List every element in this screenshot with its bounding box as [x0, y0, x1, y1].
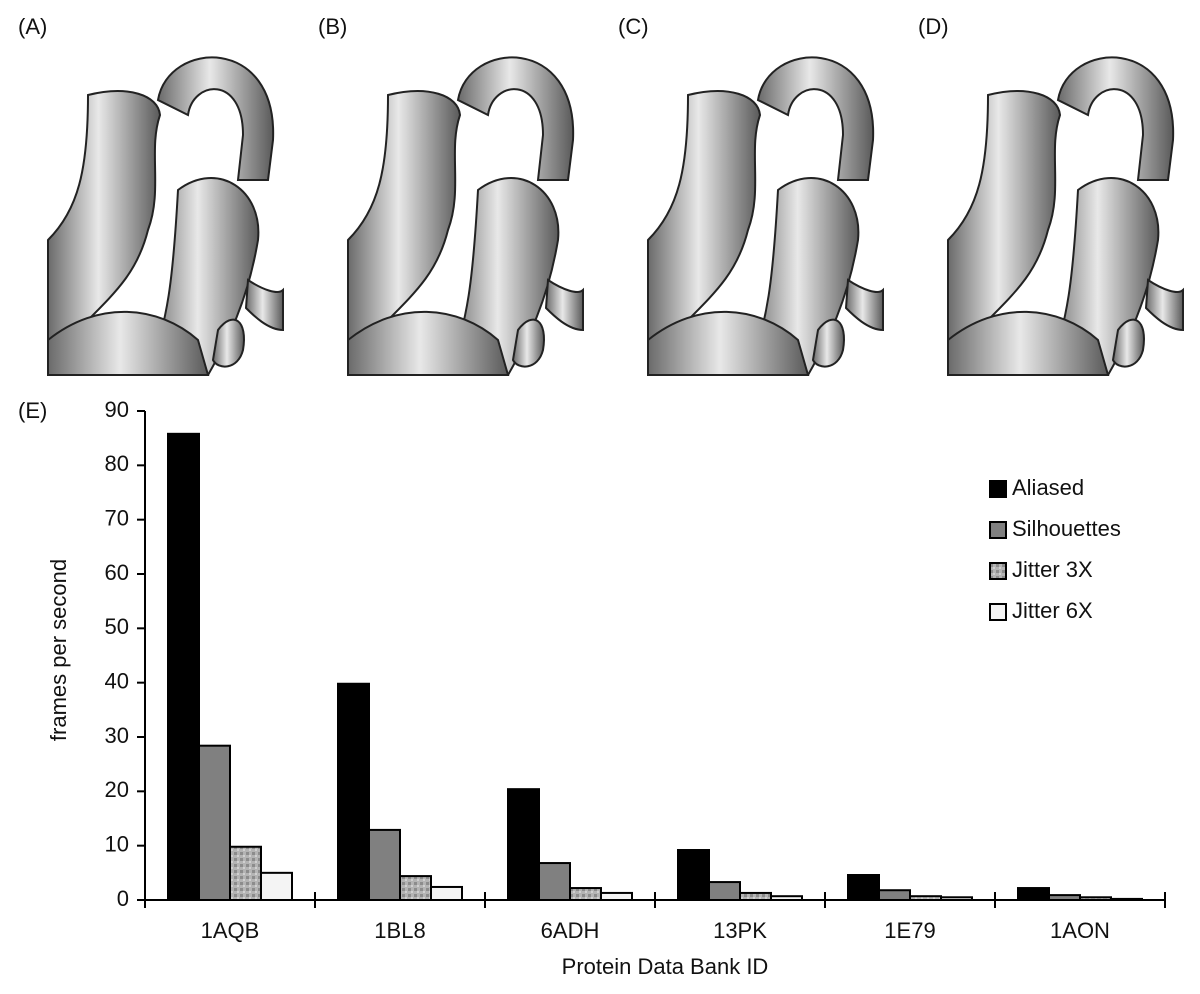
bar [507, 788, 540, 901]
bar [229, 845, 262, 902]
bar [198, 744, 231, 902]
legend-label: Silhouettes [1012, 516, 1121, 541]
y-tick-label: 10 [105, 831, 129, 856]
bar [909, 895, 942, 901]
y-tick-label: 60 [105, 560, 129, 585]
y-tick-label: 50 [105, 614, 129, 639]
bar [847, 874, 880, 901]
legend-swatch [989, 480, 1007, 498]
molecule-image [47, 56, 284, 377]
bar [399, 875, 432, 901]
legend-swatch [989, 562, 1007, 580]
x-tick-label: 13PK [713, 918, 767, 943]
bar [677, 849, 710, 901]
legend-label: Jitter 6X [1012, 598, 1093, 623]
y-tick-label: 70 [105, 505, 129, 530]
molecule-image [647, 56, 884, 377]
bar [739, 891, 772, 901]
bar [878, 889, 911, 901]
y-tick-label: 40 [105, 668, 129, 693]
x-tick-label: 1BL8 [374, 918, 425, 943]
panel-label: (C) [618, 14, 649, 39]
bar [260, 871, 293, 901]
bar [430, 885, 463, 902]
y-tick-label: 0 [117, 886, 129, 911]
bar [569, 887, 602, 902]
bar [368, 828, 401, 901]
bar [940, 896, 973, 901]
y-axis-title: frames per second [46, 559, 71, 741]
bar [1079, 896, 1112, 901]
bar [1048, 894, 1081, 901]
bar [770, 895, 803, 901]
bar [1110, 897, 1143, 901]
legend-label: Jitter 3X [1012, 557, 1093, 582]
bar [167, 432, 200, 901]
bar [337, 682, 370, 902]
x-tick-label: 1E79 [884, 918, 935, 943]
bar [538, 862, 571, 902]
y-tick-label: 20 [105, 777, 129, 802]
bar [1017, 887, 1050, 902]
panel-label: (E) [18, 398, 47, 423]
molecule-image [947, 56, 1184, 377]
y-tick-label: 90 [105, 397, 129, 422]
x-tick-label: 6ADH [541, 918, 600, 943]
molecule-image [347, 56, 584, 377]
panel-images [47, 56, 1184, 377]
legend-swatch [989, 603, 1007, 621]
panel-label: (D) [918, 14, 949, 39]
legend-label: Aliased [1012, 475, 1084, 500]
panel-label: (B) [318, 14, 347, 39]
panel-label: (A) [18, 14, 47, 39]
y-tick-label: 30 [105, 723, 129, 748]
x-axis-title: Protein Data Bank ID [562, 954, 769, 979]
legend-swatch [989, 521, 1007, 539]
x-tick-label: 1AON [1050, 918, 1110, 943]
y-tick-label: 80 [105, 451, 129, 476]
bar [600, 891, 633, 901]
x-tick-label: 1AQB [201, 918, 260, 943]
bar [708, 881, 741, 902]
